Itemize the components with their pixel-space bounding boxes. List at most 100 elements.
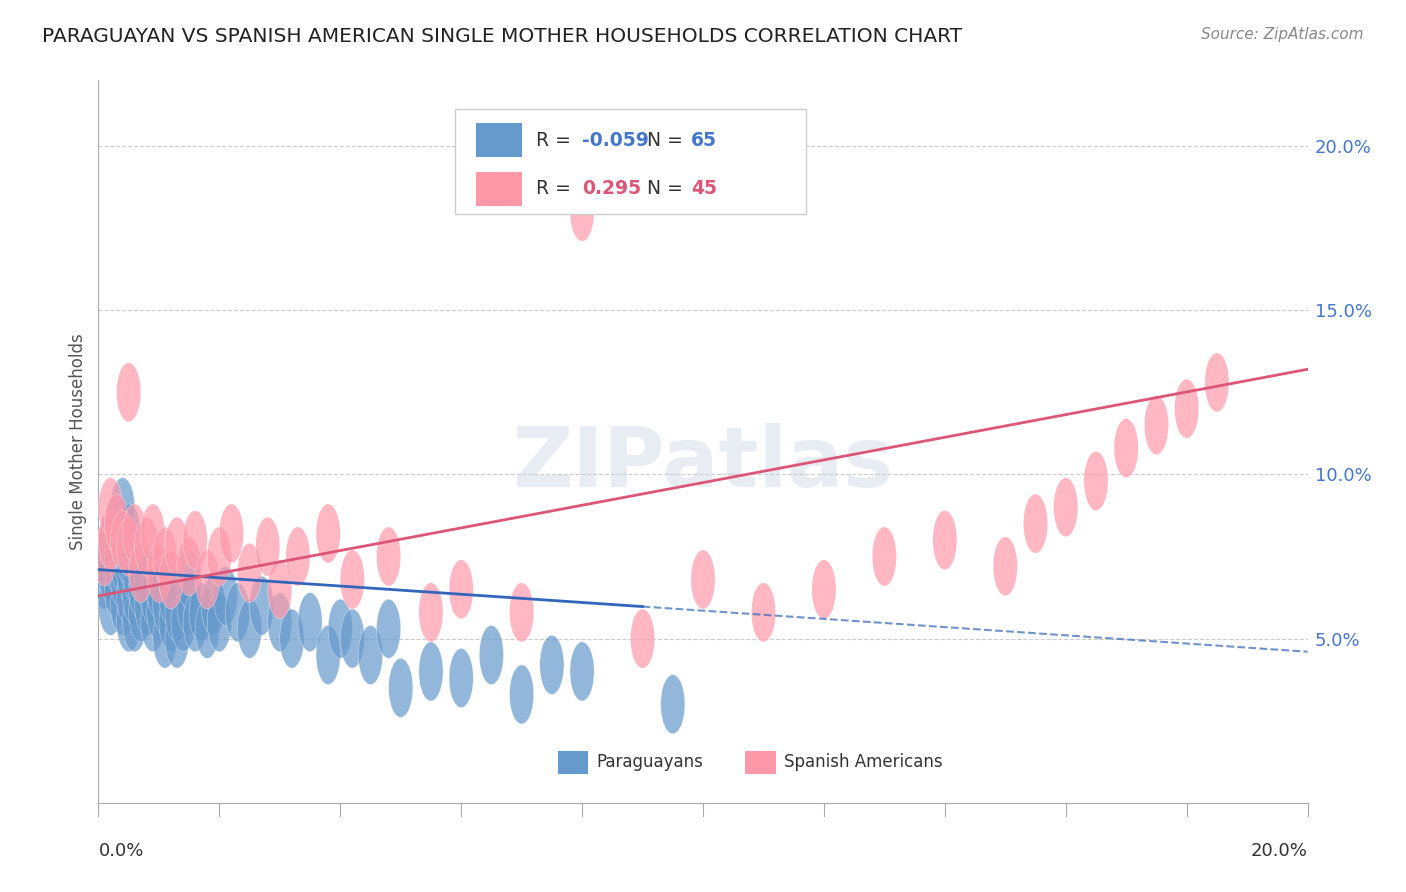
Ellipse shape — [146, 560, 172, 619]
Ellipse shape — [201, 576, 225, 635]
Ellipse shape — [146, 543, 172, 602]
Ellipse shape — [238, 599, 262, 658]
Ellipse shape — [111, 533, 135, 592]
Text: 0.295: 0.295 — [582, 179, 641, 198]
Ellipse shape — [159, 566, 183, 625]
Ellipse shape — [377, 599, 401, 658]
Ellipse shape — [129, 582, 153, 642]
Ellipse shape — [1084, 451, 1108, 510]
Ellipse shape — [111, 477, 135, 537]
Ellipse shape — [104, 533, 129, 592]
Text: R =: R = — [536, 130, 576, 150]
Ellipse shape — [117, 543, 141, 602]
Ellipse shape — [316, 625, 340, 684]
Ellipse shape — [117, 527, 141, 586]
Text: Source: ZipAtlas.com: Source: ZipAtlas.com — [1201, 27, 1364, 42]
Ellipse shape — [104, 494, 129, 553]
Ellipse shape — [811, 560, 837, 619]
Ellipse shape — [93, 549, 117, 609]
Ellipse shape — [630, 609, 655, 668]
Text: -0.059: -0.059 — [582, 130, 650, 150]
Ellipse shape — [146, 582, 172, 642]
Text: 0.0%: 0.0% — [98, 842, 143, 860]
Ellipse shape — [993, 537, 1018, 596]
Ellipse shape — [238, 543, 262, 602]
Ellipse shape — [104, 517, 129, 576]
Ellipse shape — [932, 510, 957, 570]
Ellipse shape — [569, 182, 595, 241]
Ellipse shape — [122, 504, 146, 563]
Bar — [475, 123, 522, 158]
FancyBboxPatch shape — [456, 109, 806, 214]
Ellipse shape — [250, 576, 274, 635]
Ellipse shape — [135, 576, 159, 635]
Ellipse shape — [267, 592, 292, 652]
Ellipse shape — [1114, 418, 1139, 477]
Ellipse shape — [872, 527, 897, 586]
Ellipse shape — [117, 592, 141, 652]
Ellipse shape — [111, 576, 135, 635]
Ellipse shape — [280, 609, 304, 668]
Ellipse shape — [479, 625, 503, 684]
Ellipse shape — [165, 609, 188, 668]
Ellipse shape — [117, 363, 141, 422]
Ellipse shape — [104, 560, 129, 619]
Ellipse shape — [172, 592, 195, 652]
Ellipse shape — [98, 576, 122, 635]
Ellipse shape — [104, 494, 129, 553]
Ellipse shape — [129, 543, 153, 602]
Ellipse shape — [111, 510, 135, 570]
Ellipse shape — [267, 560, 292, 619]
Y-axis label: Single Mother Households: Single Mother Households — [69, 334, 87, 549]
Ellipse shape — [195, 549, 219, 609]
Ellipse shape — [1024, 494, 1047, 553]
Ellipse shape — [183, 510, 207, 570]
Ellipse shape — [214, 566, 238, 625]
Ellipse shape — [153, 576, 177, 635]
Ellipse shape — [1205, 353, 1229, 412]
Ellipse shape — [122, 566, 146, 625]
Ellipse shape — [540, 635, 564, 694]
Ellipse shape — [1144, 395, 1168, 455]
Ellipse shape — [1174, 379, 1199, 438]
Ellipse shape — [122, 592, 146, 652]
Text: PARAGUAYAN VS SPANISH AMERICAN SINGLE MOTHER HOUSEHOLDS CORRELATION CHART: PARAGUAYAN VS SPANISH AMERICAN SINGLE MO… — [42, 27, 962, 45]
Ellipse shape — [1053, 477, 1078, 537]
Ellipse shape — [122, 543, 146, 602]
Ellipse shape — [165, 517, 188, 576]
Ellipse shape — [98, 543, 122, 602]
Ellipse shape — [93, 527, 117, 586]
Ellipse shape — [153, 609, 177, 668]
Ellipse shape — [690, 549, 716, 609]
Ellipse shape — [377, 527, 401, 586]
Ellipse shape — [190, 582, 214, 642]
Ellipse shape — [165, 582, 188, 642]
Ellipse shape — [219, 504, 243, 563]
Ellipse shape — [135, 549, 159, 609]
Ellipse shape — [388, 658, 413, 717]
Ellipse shape — [316, 504, 340, 563]
Ellipse shape — [141, 504, 165, 563]
Ellipse shape — [569, 642, 595, 701]
Ellipse shape — [135, 517, 159, 576]
Ellipse shape — [195, 599, 219, 658]
Text: Paraguayans: Paraguayans — [596, 754, 703, 772]
Ellipse shape — [141, 592, 165, 652]
Ellipse shape — [359, 625, 382, 684]
Ellipse shape — [129, 560, 153, 619]
Ellipse shape — [225, 582, 250, 642]
Ellipse shape — [129, 537, 153, 596]
Text: 65: 65 — [690, 130, 717, 150]
Text: N =: N = — [647, 130, 689, 150]
Ellipse shape — [207, 527, 232, 586]
Ellipse shape — [183, 592, 207, 652]
Ellipse shape — [111, 549, 135, 609]
Ellipse shape — [256, 517, 280, 576]
Bar — [745, 751, 776, 774]
Ellipse shape — [509, 582, 534, 642]
Ellipse shape — [177, 576, 201, 635]
Ellipse shape — [207, 592, 232, 652]
Ellipse shape — [111, 510, 135, 570]
Ellipse shape — [340, 609, 364, 668]
Ellipse shape — [117, 566, 141, 625]
